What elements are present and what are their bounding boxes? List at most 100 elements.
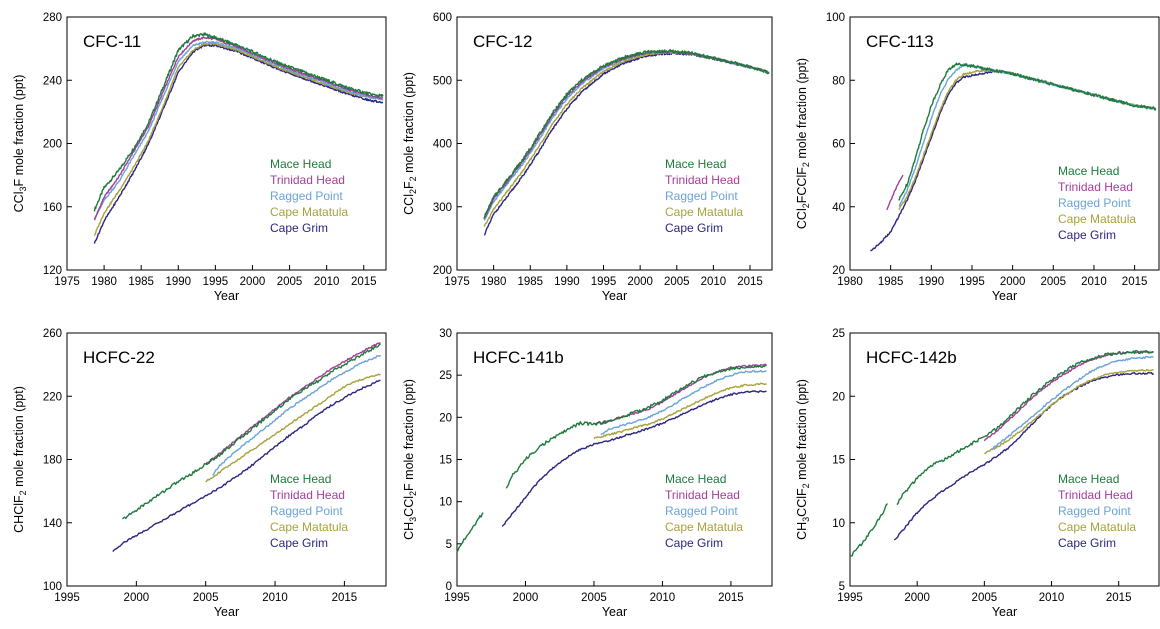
- chart-title: CFC-12: [473, 32, 533, 51]
- y-tick-label: 25: [832, 328, 845, 340]
- y-tick-label: 20: [439, 412, 452, 424]
- y-axis-label-part: FCClF: [795, 167, 809, 203]
- y-axis-label: CCl2F2 mole fraction (ppt): [402, 72, 418, 215]
- y-axis-label-part: 2: [408, 491, 418, 496]
- chart-panel-2: 1975 1980 1985 1990 1995 2000 2005 2010 2015 200 3…: [402, 12, 773, 303]
- legend-item-trinidad-head: Trinidad Head: [1058, 488, 1133, 502]
- y-tick-label: 100: [826, 12, 845, 24]
- series-line-trinidad-head: [886, 174, 904, 211]
- x-axis-label: Year: [992, 289, 1017, 303]
- x-tick-label: 2005: [664, 276, 690, 288]
- chart-panel-3: 1980 1985 1990 1995 2000 2005 2010 2015 20 40 60 80…: [795, 12, 1160, 303]
- legend-item-cape-grim: Cape Grim: [1058, 228, 1116, 242]
- x-tick-label: 2005: [581, 592, 607, 604]
- legend-item-mace-head: Mace Head: [1058, 472, 1119, 486]
- x-tick-label: 2005: [972, 592, 998, 604]
- x-tick-label: 1980: [837, 276, 863, 288]
- y-tick-label: 30: [439, 328, 452, 340]
- legend-item-trinidad-head: Trinidad Head: [1058, 180, 1133, 194]
- y-axis-label-part: F mole fraction (ppt): [402, 379, 416, 491]
- x-tick-label: 1975: [444, 276, 470, 288]
- y-axis-label-part: 2: [408, 176, 418, 181]
- x-tick-label: 2000: [1000, 276, 1026, 288]
- x-tick-label: 2000: [513, 592, 539, 604]
- x-tick-label: 2000: [904, 592, 930, 604]
- y-tick-label: 10: [832, 518, 845, 530]
- y-axis-label-part: 3: [18, 186, 28, 191]
- x-tick-label: 1995: [591, 276, 617, 288]
- legend-item-trinidad-head: Trinidad Head: [270, 173, 345, 187]
- x-tick-label: 2010: [1081, 276, 1107, 288]
- x-tick-label: 2010: [701, 276, 727, 288]
- chart-panel-5: 1995 2000 2005 2010 2015051015202530YearCH3C…: [402, 328, 773, 619]
- x-tick-label: 1985: [517, 276, 543, 288]
- y-tick-label: 280: [43, 12, 62, 24]
- y-axis-label-part: 3: [408, 517, 418, 522]
- y-tick-label: 260: [43, 328, 62, 340]
- legend-item-mace-head: Mace Head: [665, 157, 726, 171]
- y-tick-label: 140: [43, 518, 62, 530]
- series-line-ragged-point: [990, 355, 1154, 450]
- x-axis-label: Year: [214, 289, 239, 303]
- legend-item-cape-matatula: Cape Matatula: [1058, 212, 1136, 226]
- legend-item-mace-head: Mace Head: [665, 472, 726, 486]
- y-tick-label: 200: [43, 139, 62, 151]
- x-axis-label: Year: [992, 605, 1017, 619]
- y-axis-label: CHClF2 mole fraction (ppt): [12, 386, 28, 533]
- x-tick-label: 1995: [959, 276, 985, 288]
- legend-item-cape-matatula: Cape Matatula: [665, 520, 743, 534]
- x-axis-label: Year: [214, 605, 239, 619]
- y-axis-label: CCl3F mole fraction (ppt): [12, 75, 28, 213]
- x-tick-label: 1995: [444, 592, 470, 604]
- series-line-ragged-point: [93, 40, 384, 221]
- y-tick-label: 20: [832, 391, 845, 403]
- legend-item-mace-head: Mace Head: [1058, 164, 1119, 178]
- legend-item-ragged-point: Ragged Point: [270, 189, 343, 203]
- legend-item-mace-head: Mace Head: [270, 472, 331, 486]
- legend-item-cape-matatula: Cape Matatula: [270, 520, 348, 534]
- y-axis-label: CCl2FCClF2 mole fraction (ppt): [795, 58, 811, 229]
- legend-item-ragged-point: Ragged Point: [270, 504, 343, 518]
- series-line-ragged-point: [600, 369, 767, 436]
- y-tick-label: 5: [839, 581, 845, 593]
- chart-panel-6: 1995 2000 2005 2010 2015 5 10 15 20 25 Year CH3CClF…: [795, 328, 1160, 619]
- legend-item-cape-grim: Cape Grim: [270, 536, 328, 550]
- y-tick-label: 300: [433, 202, 452, 214]
- series-line-cape-matatula: [593, 382, 767, 440]
- x-tick-label: 2000: [124, 592, 150, 604]
- legend-item-cape-grim: Cape Grim: [270, 221, 328, 235]
- y-axis-label: CH3CCl2F mole fraction (ppt): [402, 379, 418, 540]
- y-tick-label: 400: [433, 139, 452, 151]
- y-axis-label-part: F mole fraction (ppt): [12, 75, 26, 187]
- y-axis-label-part: 2: [18, 490, 28, 495]
- y-axis-label-part: 2: [801, 483, 811, 488]
- y-axis-label-part: CCl: [402, 496, 416, 517]
- x-axis-label: Year: [602, 605, 627, 619]
- y-tick-label: 160: [43, 202, 62, 214]
- y-axis-label-part: F: [402, 181, 416, 189]
- legend-item-ragged-point: Ragged Point: [665, 189, 738, 203]
- y-axis-label-part: CCl: [12, 192, 26, 213]
- x-tick-label: 2000: [627, 276, 653, 288]
- legend-item-cape-grim: Cape Grim: [1058, 536, 1116, 550]
- y-tick-label: 20: [832, 265, 845, 277]
- y-tick-label: 80: [832, 75, 845, 87]
- legend-item-ragged-point: Ragged Point: [665, 504, 738, 518]
- chart-panel-4: 1995 2000 2005 2010 2015 100 140 180 220 260 Year C…: [12, 328, 387, 619]
- x-tick-label: 2015: [737, 276, 763, 288]
- y-axis-label-part: 2: [801, 203, 811, 208]
- y-tick-label: 220: [43, 391, 62, 403]
- x-tick-label: 2000: [240, 276, 266, 288]
- y-tick-label: 600: [433, 12, 452, 24]
- series-line-cape-grim: [112, 379, 381, 553]
- y-axis-label-part: 2: [801, 162, 811, 167]
- legend-item-mace-head: Mace Head: [270, 157, 331, 171]
- series-line-mace-head: [849, 349, 1154, 558]
- y-axis-label-part: 2: [408, 189, 418, 194]
- y-tick-label: 5: [446, 539, 452, 551]
- legend-item-ragged-point: Ragged Point: [1058, 504, 1131, 518]
- legend-item-trinidad-head: Trinidad Head: [270, 488, 345, 502]
- y-tick-label: 60: [832, 139, 845, 151]
- x-tick-label: 2015: [1106, 592, 1132, 604]
